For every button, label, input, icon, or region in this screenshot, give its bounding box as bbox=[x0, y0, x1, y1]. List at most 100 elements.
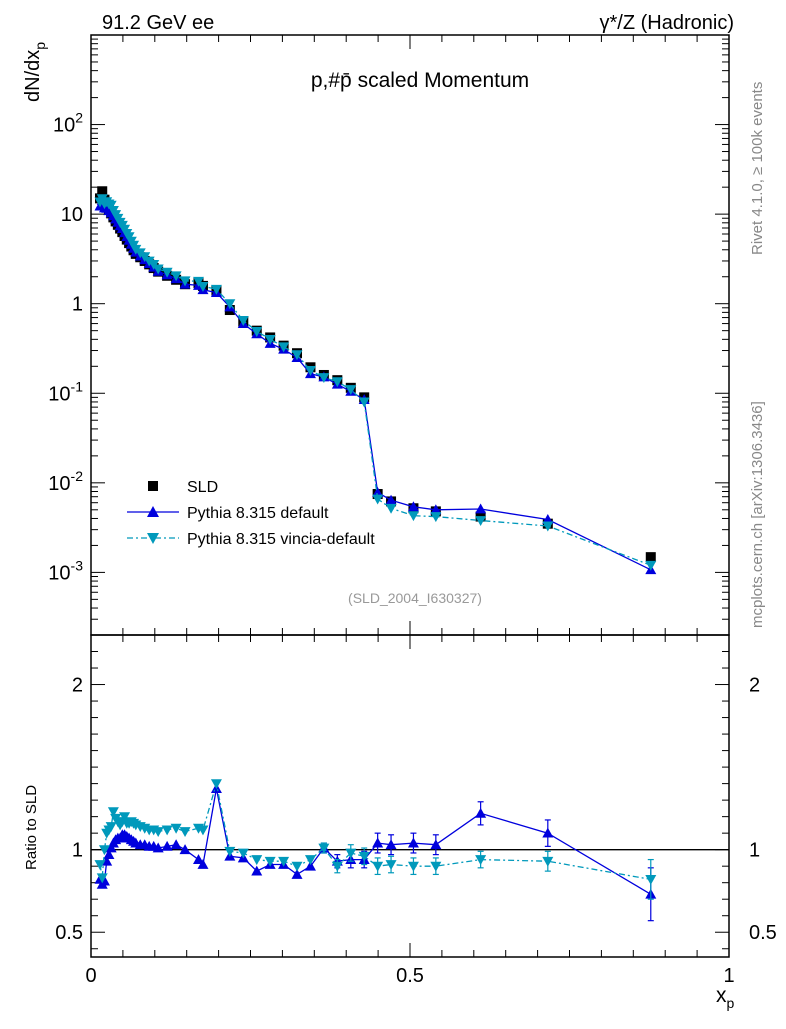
ratio-point-1 bbox=[645, 874, 657, 885]
ratio-point-1 bbox=[264, 856, 276, 867]
ratio-point-1 bbox=[278, 856, 290, 867]
mc-point-1 bbox=[430, 504, 442, 515]
series-line-1 bbox=[99, 198, 652, 571]
mcplots-label: mcplots.cern.ch [arXiv:1306.3436] bbox=[749, 401, 766, 628]
mc-point-2 bbox=[264, 334, 276, 345]
mc-point-2 bbox=[304, 366, 316, 376]
series-line-2 bbox=[99, 197, 652, 566]
x-tick-label: 1 bbox=[723, 965, 734, 987]
ratio-line-0 bbox=[99, 788, 652, 895]
mc-point-2 bbox=[318, 373, 330, 383]
ratio-y-tick-label-right: 1 bbox=[749, 840, 760, 862]
ratio-point-1 bbox=[291, 861, 303, 872]
ratio-point-0 bbox=[152, 842, 164, 853]
ratio-series-layer bbox=[94, 779, 657, 922]
ratio-point-1 bbox=[119, 812, 131, 823]
ratio-point-1 bbox=[358, 851, 370, 862]
ratio-point-0 bbox=[103, 849, 115, 860]
x-axis-label-subscript: p bbox=[727, 995, 735, 1011]
ratio-point-1 bbox=[96, 873, 108, 884]
y-tick-label: 1 bbox=[72, 294, 83, 316]
ratio-y-tick-label-right: 0.5 bbox=[749, 922, 777, 944]
legend-label-sld: SLD bbox=[187, 479, 218, 496]
ratio-point-1 bbox=[210, 779, 222, 790]
ratio-point-0 bbox=[179, 844, 191, 855]
mc-point-2 bbox=[210, 284, 222, 295]
legend-label-default: Pythia 8.315 default bbox=[187, 505, 329, 522]
mc-point-2 bbox=[645, 560, 657, 571]
rivet-version-label: Rivet 4.1.0, ≥ 100k events bbox=[749, 82, 766, 255]
ratio-point-1 bbox=[251, 855, 263, 866]
data-point-sld bbox=[645, 552, 656, 563]
mc-point-2 bbox=[331, 377, 343, 388]
ratio-point-1 bbox=[372, 861, 384, 872]
ratio-y-tick-label: 0.5 bbox=[55, 922, 83, 944]
mc-point-2 bbox=[278, 342, 290, 353]
ratio-point-1 bbox=[105, 822, 117, 833]
legend-marker-sld bbox=[148, 481, 158, 491]
ratio-point-0 bbox=[372, 837, 384, 848]
ratio-point-1 bbox=[318, 843, 330, 854]
ratio-point-0 bbox=[105, 842, 117, 853]
header-right-label: γ*/Z (Hadronic) bbox=[600, 12, 734, 34]
ratio-point-0 bbox=[430, 839, 442, 850]
mc-point-2 bbox=[358, 397, 370, 408]
mc-point-2 bbox=[251, 327, 263, 337]
x-tick-label: 0 bbox=[85, 965, 96, 987]
ratio-point-1 bbox=[161, 825, 173, 836]
ratio-point-0 bbox=[542, 827, 554, 838]
ratio-point-1 bbox=[385, 860, 397, 871]
mc-point-2 bbox=[407, 511, 419, 522]
ratio-point-1 bbox=[542, 856, 554, 867]
ratio-point-0 bbox=[251, 865, 263, 876]
mc-point-2 bbox=[179, 276, 191, 287]
ratio-point-0 bbox=[161, 840, 173, 851]
mc-point-2 bbox=[152, 264, 164, 275]
mc-point-2 bbox=[224, 299, 236, 310]
y-axis-label: dN/dxp bbox=[22, 42, 48, 102]
ratio-point-1 bbox=[331, 861, 343, 872]
mc-point-2 bbox=[372, 494, 384, 505]
main-tick-labels: 10-3 10-2 10-1 1 10 102 bbox=[48, 110, 83, 585]
y-tick-label: 102 bbox=[53, 110, 83, 137]
ratio-point-0 bbox=[170, 839, 182, 850]
mc-point-2 bbox=[170, 271, 182, 282]
ratio-point-0 bbox=[475, 807, 487, 818]
x-tick-label: 0.5 bbox=[396, 965, 424, 987]
mc-point-2 bbox=[291, 350, 303, 361]
y-tick-label: 10 bbox=[61, 204, 83, 226]
x-tick-labels: 0 0.5 1 bbox=[85, 965, 734, 987]
y-axis-label-subscript: p bbox=[32, 42, 48, 50]
mc-point-2 bbox=[161, 267, 173, 278]
ratio-point-0 bbox=[98, 875, 110, 886]
ratio-y-axis-label: Ratio to SLD bbox=[23, 785, 40, 870]
ratio-point-1 bbox=[345, 848, 357, 859]
ratio-tick-labels: 0.5 0.5 1 1 2 2 bbox=[55, 675, 777, 945]
ratio-y-tick-label-right: 2 bbox=[749, 675, 760, 697]
mc-point-2 bbox=[430, 512, 442, 523]
ratio-point-1 bbox=[197, 825, 209, 836]
mc-point-2 bbox=[345, 385, 357, 396]
ratio-axis-ticks bbox=[90, 635, 730, 957]
ratio-point-1 bbox=[98, 845, 110, 856]
mc-point-2 bbox=[105, 200, 117, 211]
legend-marker-default bbox=[147, 506, 159, 517]
mc-point-1 bbox=[475, 503, 487, 514]
mc-point-1 bbox=[385, 494, 397, 505]
header-left-label: 91.2 GeV ee bbox=[102, 12, 214, 34]
ratio-point-1 bbox=[107, 807, 119, 818]
main-series-layer bbox=[94, 186, 657, 575]
y-tick-label: 10-1 bbox=[48, 378, 83, 405]
ratio-point-1 bbox=[430, 861, 442, 872]
mc-point-2 bbox=[193, 276, 205, 287]
ratio-point-1 bbox=[224, 846, 236, 857]
ratio-point-1 bbox=[152, 827, 164, 838]
ratio-point-0 bbox=[193, 854, 205, 864]
mc-point-1 bbox=[372, 486, 384, 497]
mc-point-1 bbox=[407, 501, 419, 512]
mc-point-2 bbox=[96, 194, 108, 205]
ratio-point-0 bbox=[197, 859, 209, 869]
mc-point-2 bbox=[542, 521, 554, 532]
ratio-point-0 bbox=[291, 868, 303, 879]
